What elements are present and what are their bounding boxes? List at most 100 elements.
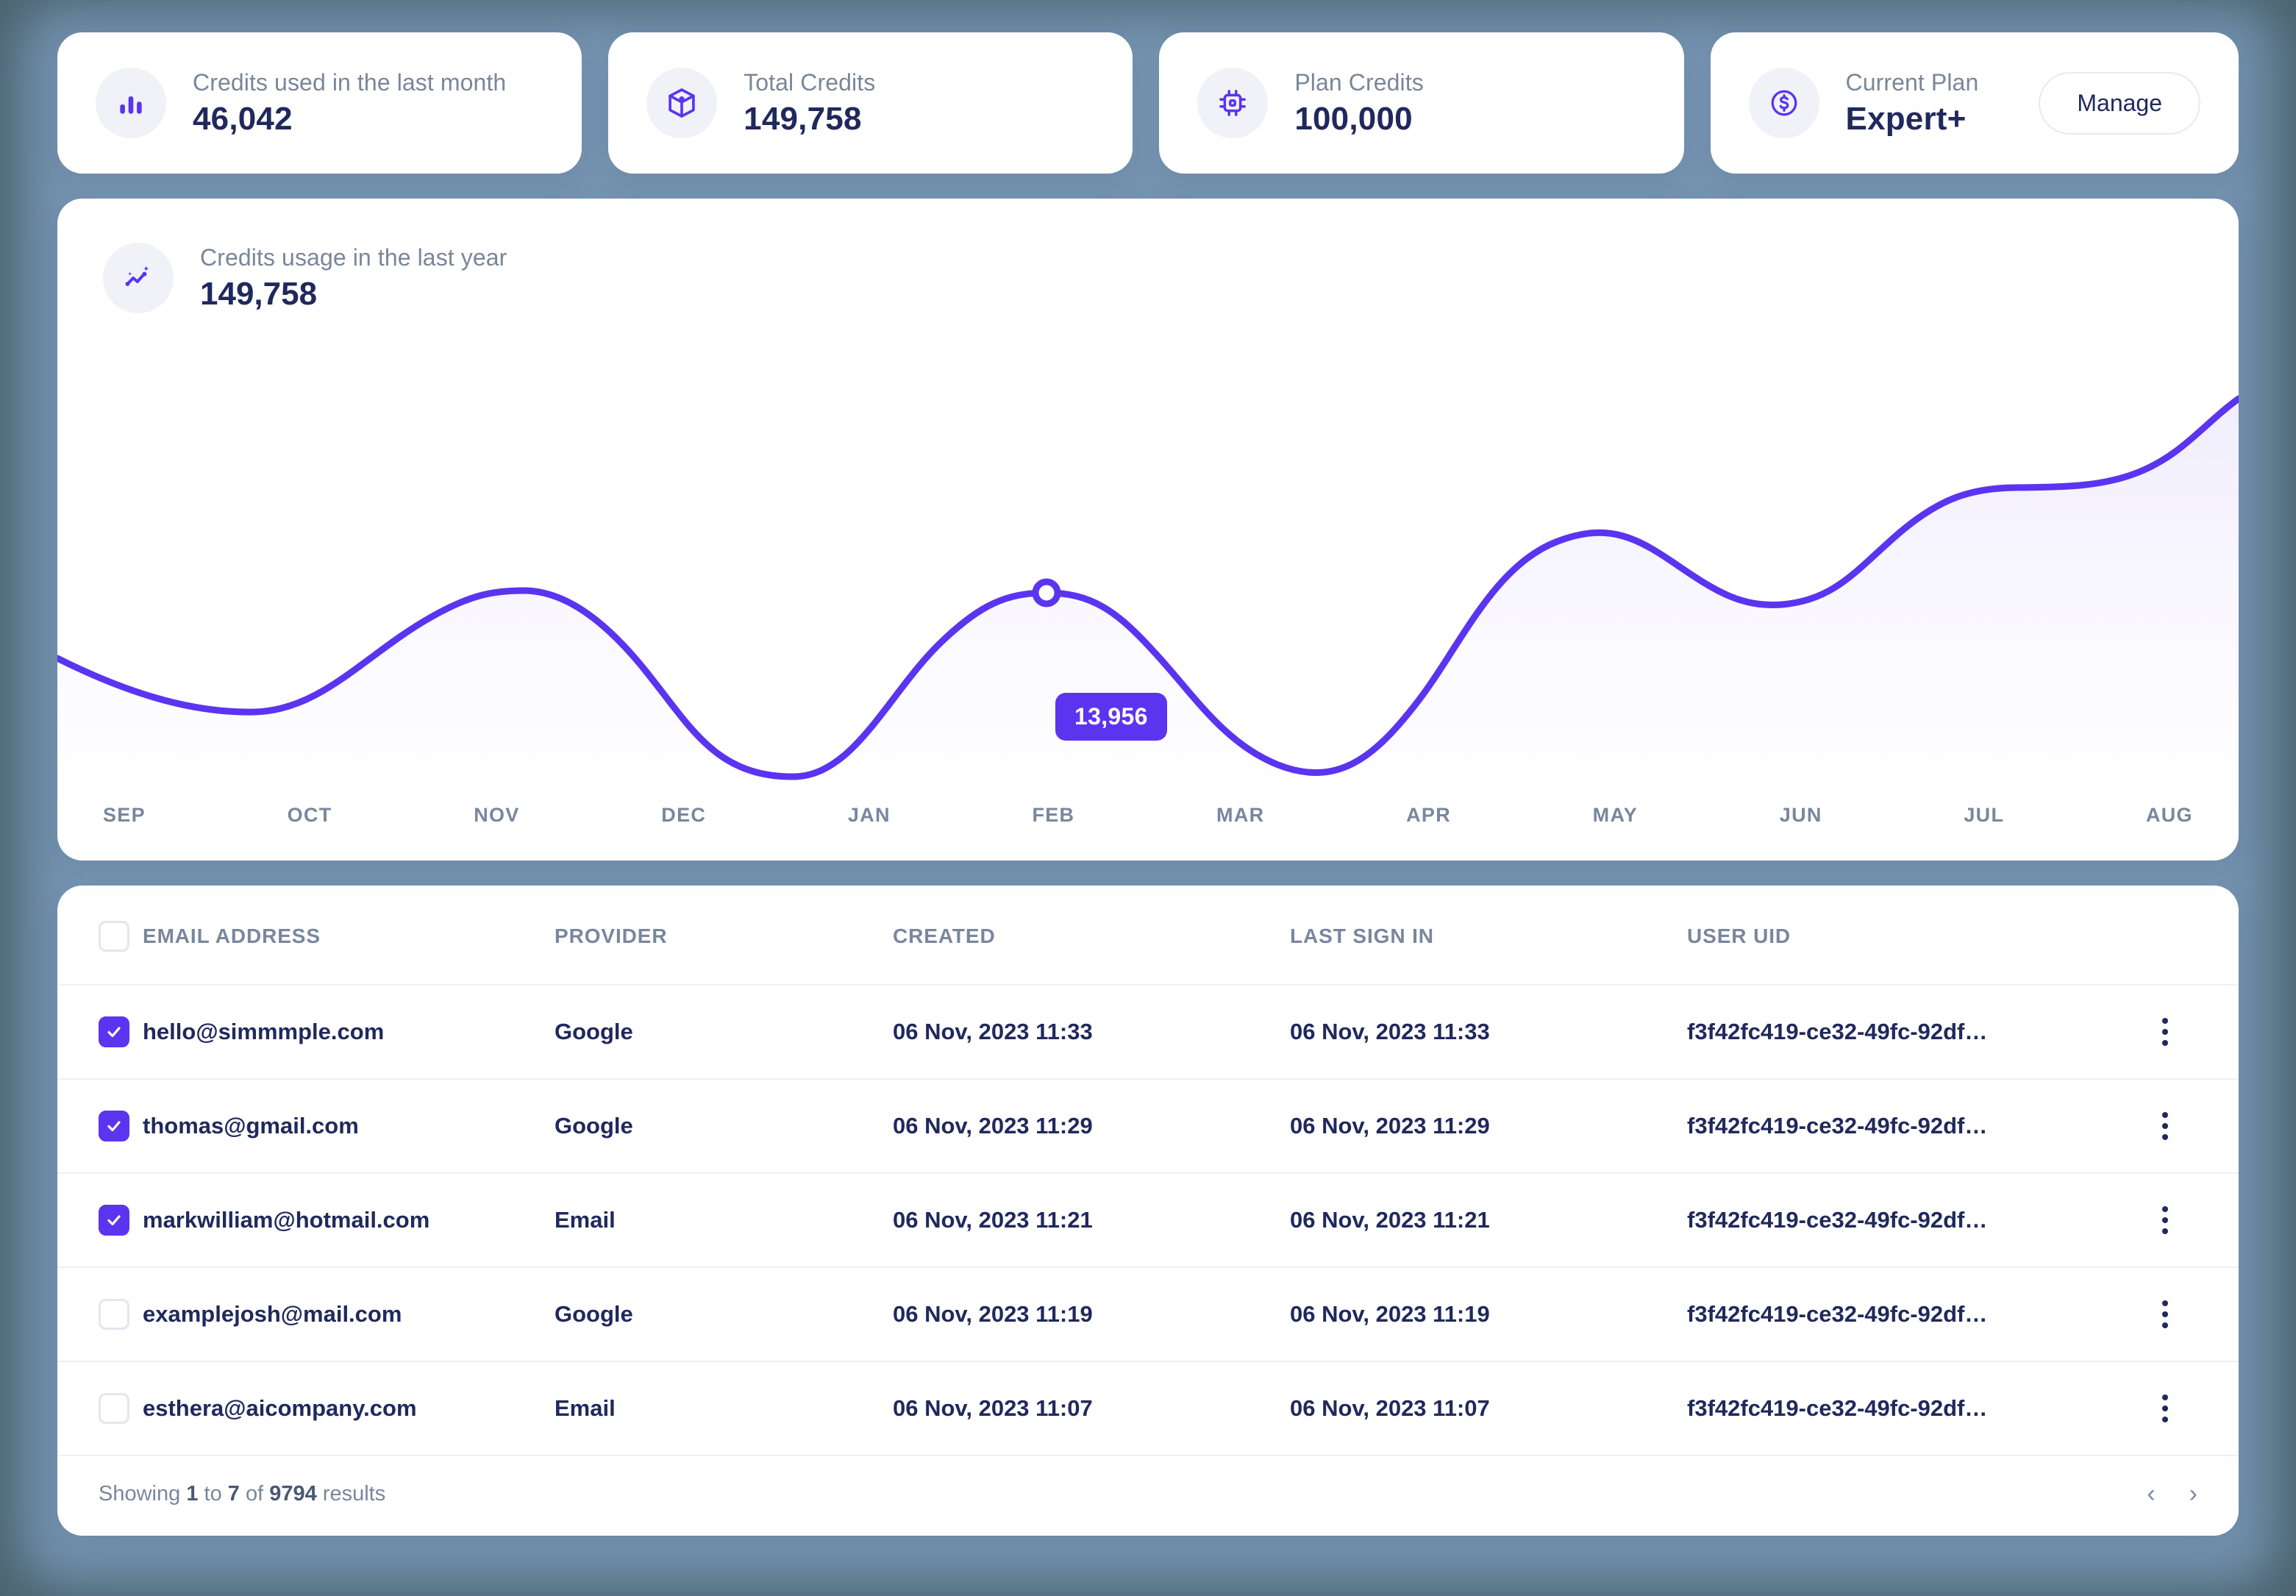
cell-last-sign-in: 06 Nov, 2023 11:33 (1290, 1019, 1490, 1044)
row-menu-icon[interactable] (2150, 1300, 2180, 1328)
stat-value: 149,758 (744, 100, 862, 137)
chart-header: Credits usage in the last year 149,758 (103, 243, 2193, 313)
chart-plot[interactable] (57, 346, 2239, 816)
cell-user-uid: f3f42fc419-ce32-49fc-92df… (1687, 1019, 1988, 1044)
showing-prefix: Showing (99, 1481, 181, 1506)
chart-area-fill (57, 399, 2239, 816)
showing-total: 9794 (269, 1481, 317, 1506)
row-checkbox[interactable] (99, 1111, 129, 1141)
chart-active-point[interactable] (1032, 578, 1061, 608)
cell-created: 06 Nov, 2023 11:33 (893, 1019, 1093, 1044)
column-header-last-sign-in[interactable]: LAST SIGN IN (1290, 925, 1434, 947)
x-tick: JUN (1779, 804, 1822, 826)
x-tick: NOV (474, 804, 520, 826)
cell-created: 06 Nov, 2023 11:19 (893, 1301, 1093, 1327)
row-checkbox[interactable] (99, 1393, 129, 1424)
cell-actions (2150, 1079, 2239, 1173)
cell-provider: Google (555, 1019, 633, 1044)
cell-provider: Email (555, 1207, 616, 1233)
row-menu-icon[interactable] (2150, 1394, 2180, 1422)
chevron-left-icon[interactable]: ‹ (2147, 1480, 2156, 1508)
stat-value: 100,000 (1294, 100, 1413, 137)
cell-actions (2150, 1361, 2239, 1455)
chart-card: Credits usage in the last year 149,758 1… (57, 199, 2239, 861)
row-menu-icon[interactable] (2150, 1206, 2180, 1234)
row-checkbox[interactable] (99, 1299, 129, 1330)
table-row[interactable]: hello@simmmple.com Google 06 Nov, 2023 11:… (57, 985, 2239, 1079)
showing-results-text: Showing 1 to 7 of 9794 results (99, 1482, 385, 1506)
stat-card-credits-used: Credits used in the last month 46,042 (57, 32, 582, 174)
x-tick: JUL (1964, 804, 2005, 826)
cell-actions (2150, 1267, 2239, 1361)
x-tick: AUG (2145, 804, 2193, 826)
x-tick: APR (1406, 804, 1451, 826)
cell-email: hello@simmmple.com (143, 1019, 385, 1044)
x-tick: OCT (287, 804, 332, 826)
column-header-created[interactable]: CREATED (893, 925, 996, 947)
cell-user-uid: f3f42fc419-ce32-49fc-92df… (1687, 1207, 1988, 1233)
cell-provider: Google (555, 1113, 633, 1139)
row-select-cell (57, 1361, 143, 1455)
stat-label: Total Credits (744, 68, 876, 96)
stat-card-total-credits: Total Credits 149,758 (608, 32, 1133, 174)
cell-last-sign-in: 06 Nov, 2023 11:21 (1290, 1207, 1490, 1233)
column-header-email[interactable]: EMAIL ADDRESS (143, 925, 321, 947)
cell-last-sign-in: 06 Nov, 2023 11:19 (1290, 1301, 1490, 1327)
sparkline-icon (103, 243, 174, 313)
row-select-cell (57, 985, 143, 1079)
row-checkbox[interactable] (99, 1205, 129, 1236)
chip-icon (1197, 68, 1269, 138)
row-menu-icon[interactable] (2150, 1112, 2180, 1140)
table-footer: Showing 1 to 7 of 9794 results ‹ › (57, 1455, 2239, 1536)
column-header-actions (2150, 886, 2239, 985)
bar-chart-icon (96, 68, 166, 138)
select-all-checkbox[interactable] (99, 921, 129, 952)
stat-value: Expert+ (1845, 100, 1967, 137)
chart-line (57, 395, 2239, 780)
cell-user-uid: f3f42fc419-ce32-49fc-92df… (1687, 1395, 1988, 1421)
column-header-provider[interactable]: PROVIDER (555, 925, 668, 947)
row-checkbox[interactable] (99, 1016, 129, 1047)
chart-svg (57, 395, 2239, 816)
cell-email: examplejosh@mail.com (143, 1301, 402, 1327)
column-header-user-uid[interactable]: USER UID (1687, 925, 1791, 947)
chart-tooltip: 13,956 (1055, 693, 1167, 741)
table-row[interactable]: examplejosh@mail.com Google 06 Nov, 2023 1… (57, 1267, 2239, 1361)
x-tick: JAN (847, 804, 891, 826)
cell-user-uid: f3f42fc419-ce32-49fc-92df… (1687, 1301, 1988, 1327)
table-row[interactable]: markwilliam@hotmail.com Email 06 Nov, 2023… (57, 1173, 2239, 1267)
x-tick: FEB (1032, 804, 1075, 826)
stat-label: Plan Credits (1294, 68, 1424, 96)
row-menu-icon[interactable] (2150, 1018, 2180, 1046)
chart-x-axis: SEP OCT NOV DEC JAN FEB MAR APR MAY JUN … (103, 804, 2193, 827)
stat-value: 46,042 (193, 100, 293, 137)
cell-email: markwilliam@hotmail.com (143, 1207, 430, 1233)
users-table: EMAIL ADDRESS PROVIDER CREATED LAST SIGN… (57, 886, 2239, 1455)
pagination: ‹ › (2147, 1481, 2197, 1506)
chart-total-value: 149,758 (200, 275, 318, 312)
table-row[interactable]: esthera@aicompany.com Email 06 Nov, 2023 1… (57, 1361, 2239, 1455)
users-table-card: EMAIL ADDRESS PROVIDER CREATED LAST SIGN… (57, 886, 2239, 1536)
x-tick: DEC (661, 804, 707, 826)
cell-created: 06 Nov, 2023 11:29 (893, 1113, 1093, 1139)
table-head: EMAIL ADDRESS PROVIDER CREATED LAST SIGN… (57, 886, 2239, 985)
stat-label: Credits used in the last month (193, 68, 507, 96)
row-select-cell (57, 1079, 143, 1173)
stat-label: Current Plan (1845, 68, 1979, 96)
cell-last-sign-in: 06 Nov, 2023 11:07 (1290, 1395, 1490, 1421)
cell-created: 06 Nov, 2023 11:21 (893, 1207, 1093, 1233)
table-body: hello@simmmple.com Google 06 Nov, 2023 11:… (57, 985, 2239, 1455)
row-select-cell (57, 1267, 143, 1361)
chart-title: Credits usage in the last year (200, 243, 507, 271)
cell-created: 06 Nov, 2023 11:07 (893, 1395, 1093, 1421)
x-tick: SEP (103, 804, 146, 826)
manage-button[interactable]: Manage (2039, 71, 2200, 135)
stat-card-plan-credits: Plan Credits 100,000 (1159, 32, 1684, 174)
cell-last-sign-in: 06 Nov, 2023 11:29 (1290, 1113, 1490, 1139)
showing-to: 7 (227, 1481, 240, 1506)
table-row[interactable]: thomas@gmail.com Google 06 Nov, 2023 11:29… (57, 1079, 2239, 1173)
cell-email: esthera@aicompany.com (143, 1395, 417, 1421)
cell-actions (2150, 1173, 2239, 1267)
stat-card-current-plan: Current Plan Expert+ Manage (1710, 32, 2239, 174)
chevron-right-icon[interactable]: › (2189, 1480, 2197, 1508)
